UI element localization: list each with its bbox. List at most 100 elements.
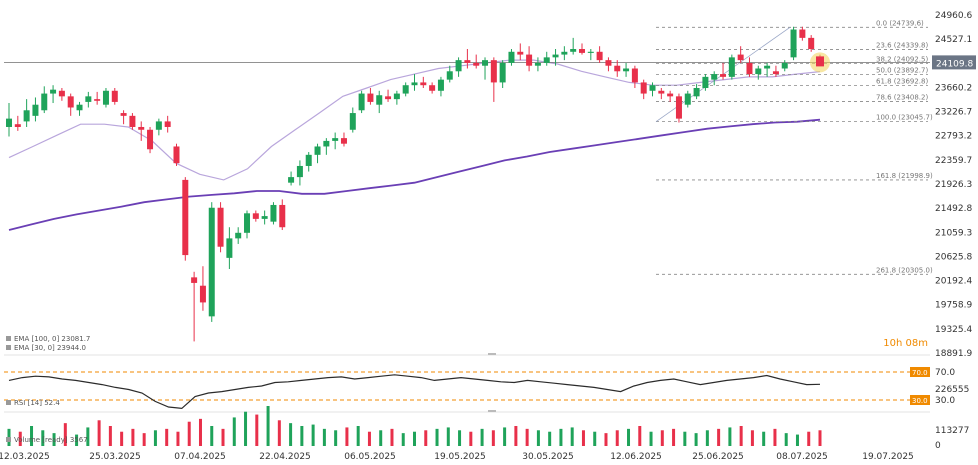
candle-body <box>191 277 198 283</box>
candle-body <box>76 104 83 111</box>
fibonacci-level-label: 100.0 (23045.7) <box>876 114 933 122</box>
candle-body <box>173 146 180 164</box>
price-tick-label: 19325.4 <box>935 325 972 335</box>
candle-body <box>50 89 57 94</box>
rsi-tick-label: 70.0 <box>935 368 955 378</box>
date-tick-label: 08.07.2025 <box>776 452 828 462</box>
fibonacci-level-label: 161.8 (21998.9) <box>876 172 933 180</box>
volume-bar <box>52 433 56 446</box>
candle-body <box>711 74 718 80</box>
volume-bar <box>581 430 585 446</box>
volume-bar <box>559 428 563 446</box>
candle-body <box>764 65 771 69</box>
candle-body <box>631 68 638 83</box>
volume-bar <box>728 427 732 446</box>
candle-body <box>32 104 39 116</box>
ema-30-legend: EMA [30, 0] 23944.0 <box>14 344 86 352</box>
candle-body <box>605 60 612 66</box>
candle-body <box>393 93 400 100</box>
volume-bar <box>18 431 22 446</box>
rsi-legend-icon <box>6 400 11 405</box>
date-tick-label: 25.03.2025 <box>89 452 141 462</box>
price-tick-label: 21059.3 <box>935 228 972 238</box>
rsi-legend: RSI [14] 52.4 <box>14 399 60 407</box>
candle-body <box>473 62 480 66</box>
ema-100-line <box>8 118 821 231</box>
price-tick-label: 24960.6 <box>935 11 972 21</box>
volume-bar <box>379 430 383 446</box>
candle-body <box>367 93 374 102</box>
volume-bar <box>683 431 687 446</box>
volume-bar <box>255 414 259 446</box>
candle-body <box>358 93 365 111</box>
date-tick-label: 19.05.2025 <box>434 452 486 462</box>
candle-body <box>182 179 189 256</box>
candle-body <box>728 57 735 77</box>
candle-body <box>279 204 286 228</box>
volume-bar <box>446 427 450 446</box>
candle-body <box>667 93 674 97</box>
volume-bar <box>277 420 281 446</box>
price-tick-label: 22793.2 <box>935 132 972 142</box>
volume-bar <box>142 433 146 446</box>
candle-body <box>693 87 700 97</box>
volume-bar <box>311 424 315 446</box>
candle-body <box>623 68 630 72</box>
date-tick-label: 25.06.2025 <box>692 452 744 462</box>
price-tick-label: 19758.9 <box>935 301 972 311</box>
volume-bar <box>345 427 349 446</box>
candle-body <box>561 51 568 55</box>
volume-bar <box>762 431 766 446</box>
candle-body <box>614 65 621 72</box>
candle-body <box>94 99 101 101</box>
volume-bar <box>593 431 597 446</box>
candle-body <box>385 96 392 100</box>
date-tick-label: 30.05.2025 <box>522 452 574 462</box>
candle-body <box>102 90 109 105</box>
candle-body <box>208 207 215 317</box>
price-tick-label: 21492.8 <box>935 204 972 214</box>
ema-legend-icon <box>6 336 11 341</box>
volume-bar <box>221 428 225 446</box>
date-tick-label: 12.03.2025 <box>0 452 50 462</box>
candle-body <box>790 29 797 58</box>
volume-bar <box>198 418 202 446</box>
volume-bar <box>705 430 709 446</box>
volume-bar <box>390 428 394 446</box>
rsi-oversold-tag-label: 30.0 <box>912 397 928 405</box>
date-tick-label: 07.04.2025 <box>174 452 226 462</box>
volume-bar <box>649 431 653 446</box>
candle-body <box>543 57 550 63</box>
candle-body <box>437 79 444 91</box>
volume-tick-label: 0 <box>935 441 941 451</box>
volume-bar <box>807 431 811 446</box>
current-price-tag-label: 24109.8 <box>936 59 973 69</box>
candle-body <box>402 85 409 94</box>
volume-bar <box>153 430 157 446</box>
candle-body <box>323 140 330 147</box>
candle-body <box>58 90 65 97</box>
volume-bar <box>289 423 293 446</box>
candle-body <box>781 62 788 69</box>
candle-body <box>138 126 145 130</box>
candle-body <box>517 51 524 55</box>
volume-bar <box>413 431 416 446</box>
candle-body <box>755 68 762 75</box>
volume-bar <box>165 428 169 446</box>
price-tick-label: 20625.8 <box>935 252 972 262</box>
candle-body <box>235 232 242 239</box>
candle-body <box>6 118 12 127</box>
candle-body <box>808 37 815 50</box>
candle-body <box>720 74 727 77</box>
volume-bar <box>717 428 721 446</box>
candle-body <box>261 216 268 219</box>
candle-body <box>464 60 471 63</box>
volume-bar <box>672 428 676 446</box>
volume-bar <box>694 433 698 446</box>
candle-body <box>482 60 489 66</box>
volume-bar <box>97 420 101 446</box>
price-tick-label: 23226.7 <box>935 108 972 118</box>
candle-body <box>596 51 603 61</box>
candle-body <box>85 96 92 102</box>
